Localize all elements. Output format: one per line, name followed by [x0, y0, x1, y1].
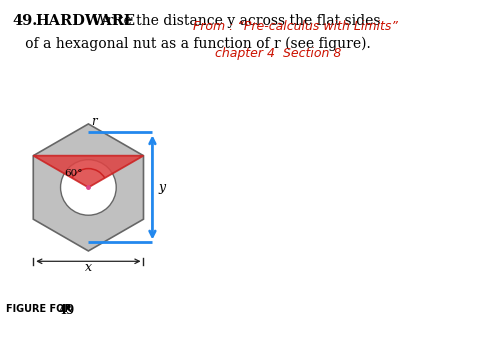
Text: Write the distance y across the flat sides: Write the distance y across the flat sid…: [80, 14, 381, 28]
Text: 49.: 49.: [12, 14, 37, 28]
Text: 49: 49: [59, 304, 75, 317]
Text: y: y: [158, 181, 166, 194]
Text: HARDWARE: HARDWARE: [35, 14, 135, 28]
Text: x: x: [85, 261, 92, 274]
Text: From : “Pre-calculus with Limits”: From : “Pre-calculus with Limits”: [193, 20, 397, 33]
Text: FIGURE FOR: FIGURE FOR: [6, 304, 76, 314]
Text: 60°: 60°: [64, 169, 83, 178]
Text: r: r: [91, 116, 96, 129]
Text: of a hexagonal nut as a function of r (see figure).: of a hexagonal nut as a function of r (s…: [12, 36, 371, 50]
Polygon shape: [33, 124, 144, 251]
Polygon shape: [33, 156, 144, 188]
Circle shape: [60, 159, 116, 215]
Text: chapter 4  Section 8: chapter 4 Section 8: [203, 47, 341, 60]
